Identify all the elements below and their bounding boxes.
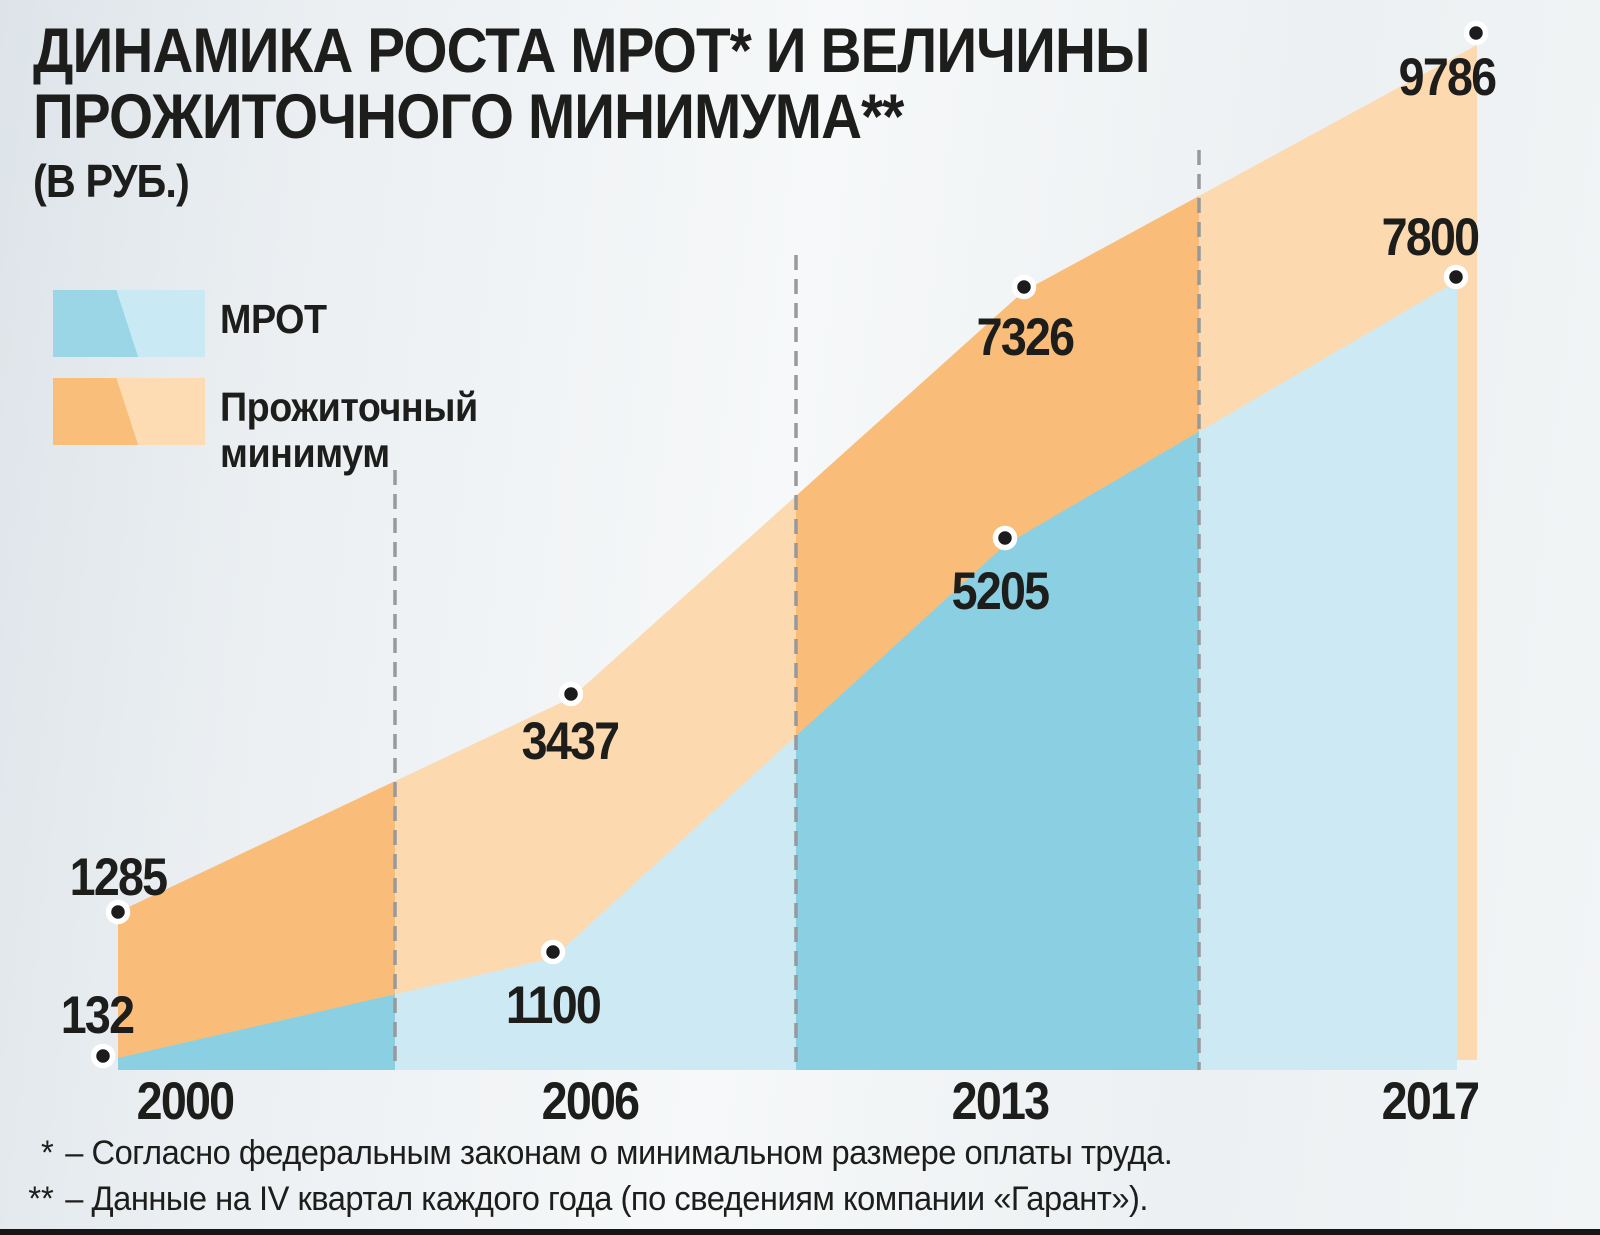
legend-label-mrot: МРОТ: [220, 296, 327, 342]
data-point-marker: [90, 1043, 116, 1069]
value-label-mrot-2017: 7800: [1381, 208, 1480, 267]
data-point-marker: [105, 899, 131, 925]
value-label-subsistence-2006: 3437: [521, 712, 620, 771]
value-label-mrot-2006: 1100: [505, 976, 602, 1035]
legend-label-subsistence: Прожиточный минимум: [220, 384, 478, 476]
axis-label-2006: 2006: [541, 1072, 640, 1131]
value-label-mrot-2000: 132: [60, 986, 135, 1045]
legend-item-subsistence: Прожиточный минимум: [53, 378, 540, 476]
footnote-text-2: – Данные на IV квартал каждого года (по …: [65, 1180, 1148, 1218]
value-label-mrot-2013: 5205: [951, 562, 1050, 621]
axis-label-2013: 2013: [951, 1072, 1050, 1131]
legend-swatch-mrot: [53, 290, 205, 357]
chart-units-label: (В РУБ.): [33, 155, 190, 207]
footnote-text-1: – Согласно федеральным законам о минимал…: [65, 1134, 1173, 1172]
chart-title-line2: ПРОЖИТОЧНОГО МИНИМУМА**: [33, 82, 904, 152]
data-point-marker: [540, 939, 566, 965]
axis-label-2017: 2017: [1381, 1072, 1480, 1131]
data-point-marker: [1463, 20, 1489, 46]
footnotes: * – Согласно федеральным законам о миним…: [0, 1134, 1392, 1218]
footnote-marker-1: *: [41, 1134, 54, 1172]
data-point-marker: [558, 681, 584, 707]
axis-label-2000: 2000: [136, 1072, 235, 1131]
data-point-marker: [1443, 264, 1469, 290]
value-label-subsistence-2017: 9786: [1398, 48, 1497, 107]
data-point-marker: [1011, 274, 1037, 300]
footnote-quarter: ** – Данные на IV квартал каждого года (…: [0, 1180, 1392, 1218]
footnote-mrot: * – Согласно федеральным законам о миним…: [0, 1134, 1392, 1172]
data-point-marker: [992, 525, 1018, 551]
footnote-marker-2: **: [28, 1180, 54, 1218]
legend: МРОТ Прожиточный минимум: [53, 290, 540, 476]
chart-title-line1: ДИНАМИКА РОСТА МРОТ* И ВЕЛИЧИНЫ: [33, 16, 1151, 86]
legend-item-mrot: МРОТ: [53, 290, 540, 357]
legend-swatch-subsistence: [53, 378, 205, 445]
value-label-subsistence-2000: 1285: [69, 848, 168, 907]
mrot-area: [118, 281, 1457, 1070]
title-block: ДИНАМИКА РОСТА МРОТ* И ВЕЛИЧИНЫ ПРОЖИТОЧ…: [33, 16, 1151, 207]
value-label-subsistence-2013: 7326: [976, 308, 1075, 367]
bottom-rule: [0, 1229, 1600, 1235]
